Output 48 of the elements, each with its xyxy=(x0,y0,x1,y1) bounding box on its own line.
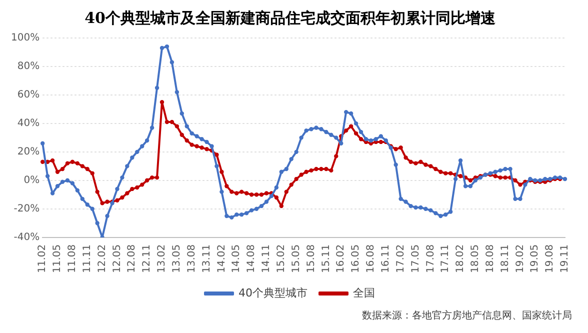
x-tick-label: 19.11 xyxy=(560,244,571,274)
x-tick-label: 13.11 xyxy=(201,244,212,274)
source-note: 数据来源：各地官方房地产信息网、国家统计局 xyxy=(362,310,572,322)
y-tick-label: 20% xyxy=(17,146,40,158)
y-tick-label: -40% xyxy=(14,232,40,243)
y-tick-label: 0% xyxy=(24,175,40,186)
x-tick-label: 17.02 xyxy=(395,244,406,274)
x-tick-label: 16.05 xyxy=(350,244,362,274)
x-tick-label: 15.05 xyxy=(290,244,302,274)
x-tick-label: 13.02 xyxy=(156,244,168,274)
x-tick-label: 11.08 xyxy=(67,244,78,274)
x-tick-label: 13.05 xyxy=(172,244,183,274)
x-tick-label: 14.08 xyxy=(246,244,258,274)
x-tick-label: 17.11 xyxy=(440,244,452,274)
y-tick-label: 100% xyxy=(10,32,40,44)
x-tick-label: 18.05 xyxy=(470,244,482,274)
chart-title: 40个典型城市及全国新建商品住宅成交面积年初累计同比增速 xyxy=(84,8,496,27)
legend-label: 全国 xyxy=(353,286,375,300)
x-tick-label: 12.02 xyxy=(96,244,108,274)
x-tick-label: 18.02 xyxy=(455,244,466,274)
x-tick-label: 18.08 xyxy=(484,244,496,274)
y-tick-label: 60% xyxy=(17,90,40,101)
x-tick-label: 13.08 xyxy=(186,244,198,274)
x-tick-label: 18.11 xyxy=(500,244,511,274)
x-tick-label: 15.02 xyxy=(276,244,287,274)
x-tick-label: 12.11 xyxy=(142,244,153,274)
x-tick-label: 19.02 xyxy=(514,244,526,274)
x-tick-label: 14.05 xyxy=(231,244,242,274)
x-tick-label: 16.02 xyxy=(336,244,347,274)
legend-label: 40个典型城市 xyxy=(238,286,308,300)
x-tick-label: 19.05 xyxy=(530,244,541,274)
x-tick-label: 16.08 xyxy=(366,244,377,274)
x-tick-label: 14.11 xyxy=(261,244,272,274)
x-tick-label: 15.08 xyxy=(306,244,317,274)
y-tick-label: 80% xyxy=(17,61,40,72)
x-tick-label: 15.11 xyxy=(320,244,332,274)
y-tick-label: 40% xyxy=(17,118,40,130)
x-tick-label: 19.08 xyxy=(544,244,556,274)
x-tick-label: 12.05 xyxy=(112,244,123,274)
x-tick-label: 17.08 xyxy=(425,244,436,274)
x-tick-label: 11.05 xyxy=(52,244,64,274)
x-tick-label: 11.11 xyxy=(82,244,93,274)
x-tick-label: 17.05 xyxy=(410,244,422,274)
y-tick-label: -20% xyxy=(14,203,40,214)
x-tick-label: 14.02 xyxy=(216,244,228,274)
x-tick-label: 16.11 xyxy=(380,244,392,274)
x-tick-label: 11.02 xyxy=(37,244,48,274)
x-tick-label: 12.08 xyxy=(126,244,138,274)
